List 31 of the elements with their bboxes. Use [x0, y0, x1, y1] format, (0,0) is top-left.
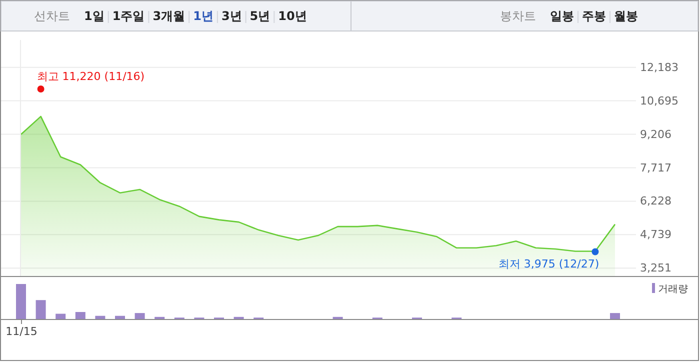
y-tick-label: 9,206: [640, 128, 672, 141]
y-tick-label: 6,228: [640, 194, 672, 208]
date-label: 11/15: [6, 320, 38, 338]
bar: [610, 313, 620, 319]
bar: [134, 313, 145, 319]
legend-label: 거래량: [658, 284, 688, 295]
annotation: 최저 3,975 (12/27): [498, 258, 600, 271]
text: 3개월: [152, 9, 186, 23]
text: 1주일: [112, 9, 145, 23]
text: 일봉: [550, 9, 574, 23]
bar: [56, 314, 66, 319]
text: 1년: [193, 9, 214, 23]
bar: [115, 316, 125, 319]
bar: [75, 312, 86, 319]
text: 주봉: [582, 9, 606, 23]
y-tick-label: 7,717: [640, 161, 672, 174]
y-tick-label: 12,183: [640, 60, 678, 74]
bar: [16, 284, 26, 319]
text: 봉차트: [500, 9, 536, 23]
text: 5년: [250, 9, 270, 23]
bar: [95, 316, 106, 319]
text: 선차트: [34, 9, 70, 23]
bar: [36, 300, 46, 319]
text: 10년: [278, 9, 307, 23]
y-tick-label: 10,695: [640, 94, 678, 108]
annotation: 최고 11,220 (11/16): [36, 70, 145, 83]
y-tick-label: 4,739: [640, 228, 672, 242]
text: 1일: [84, 9, 104, 23]
y-tick-label: 3,251: [640, 262, 672, 275]
text: 3년: [221, 9, 242, 23]
text: 월봉: [614, 9, 638, 23]
